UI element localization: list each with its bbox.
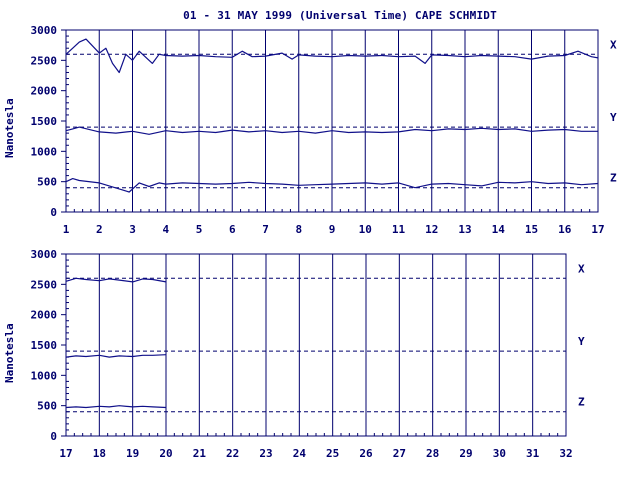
- chart2-x-tick-label-19: 19: [126, 447, 139, 460]
- chart1-x-tick-label-6: 6: [229, 223, 236, 236]
- chart1-x-tick-label-11: 11: [392, 223, 406, 236]
- chart2-component-label-x: X: [578, 262, 585, 275]
- chart1-component-label-x: X: [610, 38, 617, 51]
- chart2-component-label-y: Y: [578, 335, 585, 348]
- chart2-x-tick-label-24: 24: [293, 447, 307, 460]
- chart1-component-label-y: Y: [610, 111, 617, 124]
- chart1-x-tick-label-14: 14: [492, 223, 506, 236]
- chart1-x-tick-label-17: 17: [591, 223, 604, 236]
- chart1-x-tick-label-1: 1: [63, 223, 70, 236]
- chart2-x-tick-label-17: 17: [59, 447, 72, 460]
- chart1-x-tick-label-2: 2: [96, 223, 103, 236]
- chart1-x-tick-label-10: 10: [359, 223, 372, 236]
- chart2-x-tick-label-28: 28: [426, 447, 439, 460]
- chart2-trace-y: [65, 354, 167, 358]
- chart1-x-tick-label-8: 8: [295, 223, 302, 236]
- chart1-x-tick-label-7: 7: [262, 223, 269, 236]
- chart1-y-tick-label-3000: 3000: [31, 24, 58, 37]
- chart1-y-tick-label-0: 0: [50, 206, 57, 219]
- chart2-y-tick-label-1500: 1500: [31, 339, 58, 352]
- chart2-x-tick-label-21: 21: [193, 447, 207, 460]
- chart1-trace-y: [65, 126, 598, 135]
- chart1-trace-z: [65, 178, 599, 193]
- chart1-y-tick-label-1000: 1000: [31, 145, 58, 158]
- chart2-x-tick-label-20: 20: [159, 447, 172, 460]
- chart1-x-tick-label-16: 16: [558, 223, 572, 236]
- chart1-x-tick-label-4: 4: [162, 223, 169, 236]
- chart1-x-tick-label-9: 9: [329, 223, 336, 236]
- chart2-x-tick-label-30: 30: [493, 447, 506, 460]
- chart2-component-label-z: Z: [578, 396, 585, 409]
- chart1-y-tick-label-500: 500: [37, 176, 57, 189]
- chart1-component-label-z: Z: [610, 172, 617, 185]
- chart2-x-tick-label-31: 31: [526, 447, 540, 460]
- chart2-frame: [65, 253, 567, 437]
- chart2-y-tick-label-500: 500: [37, 400, 57, 413]
- chart1-x-tick-label-15: 15: [525, 223, 538, 236]
- chart2-y-tick-label-0: 0: [50, 430, 57, 443]
- chart2-x-tick-label-25: 25: [326, 447, 339, 460]
- chart1-y-tick-label-1500: 1500: [31, 115, 58, 128]
- chart2-x-tick-label-23: 23: [259, 447, 272, 460]
- chart2-y-tick-label-3000: 3000: [31, 248, 58, 261]
- chart2-x-tick-label-18: 18: [93, 447, 106, 460]
- chart1-y-tick-label-2000: 2000: [31, 85, 58, 98]
- chart1-x-tick-label-5: 5: [196, 223, 203, 236]
- chart2-x-tick-label-27: 27: [393, 447, 406, 460]
- chart2-trace-x: [65, 277, 167, 283]
- chart2-x-tick-label-32: 32: [559, 447, 572, 460]
- chart2-y-tick-label-1000: 1000: [31, 369, 58, 382]
- chart1-x-tick-label-3: 3: [129, 223, 136, 236]
- chart-title: 01 - 31 MAY 1999 (Universal Time) CAPE S…: [183, 9, 497, 22]
- chart1-y-tick-label-2500: 2500: [31, 54, 58, 67]
- chart2-x-tick-label-26: 26: [359, 447, 373, 460]
- chart2-trace-z: [65, 405, 167, 409]
- chart2-x-tick-label-29: 29: [459, 447, 472, 460]
- chart1-trace-x: [65, 38, 599, 74]
- chart2-x-tick-label-22: 22: [226, 447, 239, 460]
- chart2-y-tick-label-2500: 2500: [31, 278, 58, 291]
- chart1-x-tick-label-12: 12: [425, 223, 438, 236]
- chart2-y-tick-label-2000: 2000: [31, 309, 58, 322]
- chart1-x-tick-label-13: 13: [458, 223, 471, 236]
